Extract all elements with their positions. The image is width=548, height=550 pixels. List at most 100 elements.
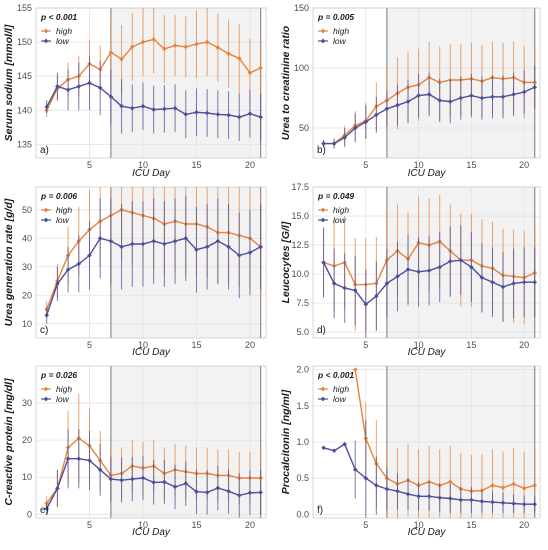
y-tick-label: 0 [27,509,32,519]
data-point [416,269,421,275]
data-point [151,238,156,244]
data-point [342,285,347,291]
legend-key-marker [43,396,49,402]
data-point [469,264,474,270]
legend-key-marker [320,38,326,44]
legend-low-label: low [333,215,347,225]
data-point [97,85,103,91]
data-point [521,89,527,95]
x-tick-label: 10 [414,520,424,530]
data-point [447,99,453,104]
x-tick-label: 15 [466,520,476,530]
data-point [374,293,379,299]
x-tick-label: 20 [519,340,529,350]
y-axis-label: Procalcitonin [ng/ml] [280,389,292,494]
data-point [108,94,114,99]
panel-f: 0.0 0.5 1.0 1.5 2.0 5 10 15 20 ICU Day Procalciton… [280,365,541,538]
legend-key-marker [43,217,49,223]
data-point [129,105,135,111]
data-point [247,250,253,255]
data-point [426,493,432,499]
data-point [363,302,369,307]
data-point [458,95,464,101]
data-point [215,45,221,50]
data-point [97,235,103,241]
data-point [87,458,92,463]
data-point [426,92,432,97]
data-point [352,467,358,472]
data-point [352,367,358,372]
data-point [44,506,49,512]
data-point [447,496,453,501]
x-tick-label: 15 [191,520,201,530]
data-point [236,56,242,61]
data-point [97,467,103,473]
data-point [194,489,199,494]
data-point [331,281,337,286]
x-tick-label: 20 [245,340,255,350]
x-axis-label: ICU Day [132,347,171,358]
data-point [215,485,221,491]
legend-high-label: high [56,384,72,394]
series-low [44,55,263,141]
data-point [511,92,516,97]
x-tick-label: 5 [87,520,92,530]
x-axis-label: ICU Day [408,527,447,538]
data-point [226,489,231,494]
data-point [129,44,135,50]
data-point [532,501,538,507]
legend-high-label: high [56,26,72,36]
data-point [521,486,527,491]
data-point [405,267,411,272]
data-point [532,483,538,488]
y-tick-label: 1.0 [296,437,309,447]
y-tick-label: 145 [17,71,32,81]
x-tick-label: 5 [363,160,368,170]
data-point [129,241,135,247]
data-point [183,112,189,117]
y-tick-label: 20 [22,435,32,445]
data-point [140,475,146,481]
x-tick-label: 10 [138,340,148,350]
legend-high-label: high [333,26,349,36]
data-point [437,264,442,270]
data-point [511,281,516,286]
y-tick-label: 150 [294,3,309,13]
data-point [511,481,516,487]
data-point [374,112,379,118]
data-point [76,456,82,461]
data-point [500,94,506,100]
data-point [108,476,114,482]
series-line [354,369,535,492]
data-point [65,87,71,93]
x-tick-label: 5 [87,160,92,170]
y-tick-label: 30 [22,262,32,272]
data-point [194,41,199,47]
y-tick-label: 17.5 [291,182,309,192]
data-point [55,486,60,491]
data-point [258,244,263,250]
x-tick-label: 15 [191,340,201,350]
data-point [44,104,49,110]
data-point [44,312,49,318]
panel-label: d) [317,325,326,336]
y-tick-label: 100 [294,63,309,73]
legend-high-label: high [56,205,72,215]
x-tick-label: 15 [466,340,476,350]
data-point [162,479,167,485]
x-axis-label: ICU Day [408,347,447,358]
p-value-label: p < 0.001 [317,370,354,380]
data-point [215,112,221,117]
data-point [374,483,379,488]
plot-frame [312,7,541,159]
data-point [215,238,221,244]
p-value-label: p < 0.001 [40,12,77,22]
data-point [532,84,538,90]
data-point [151,107,156,112]
data-point [321,141,326,146]
series-low [321,420,538,518]
data-point [321,445,326,451]
data-point [437,98,442,103]
data-point [342,135,347,140]
